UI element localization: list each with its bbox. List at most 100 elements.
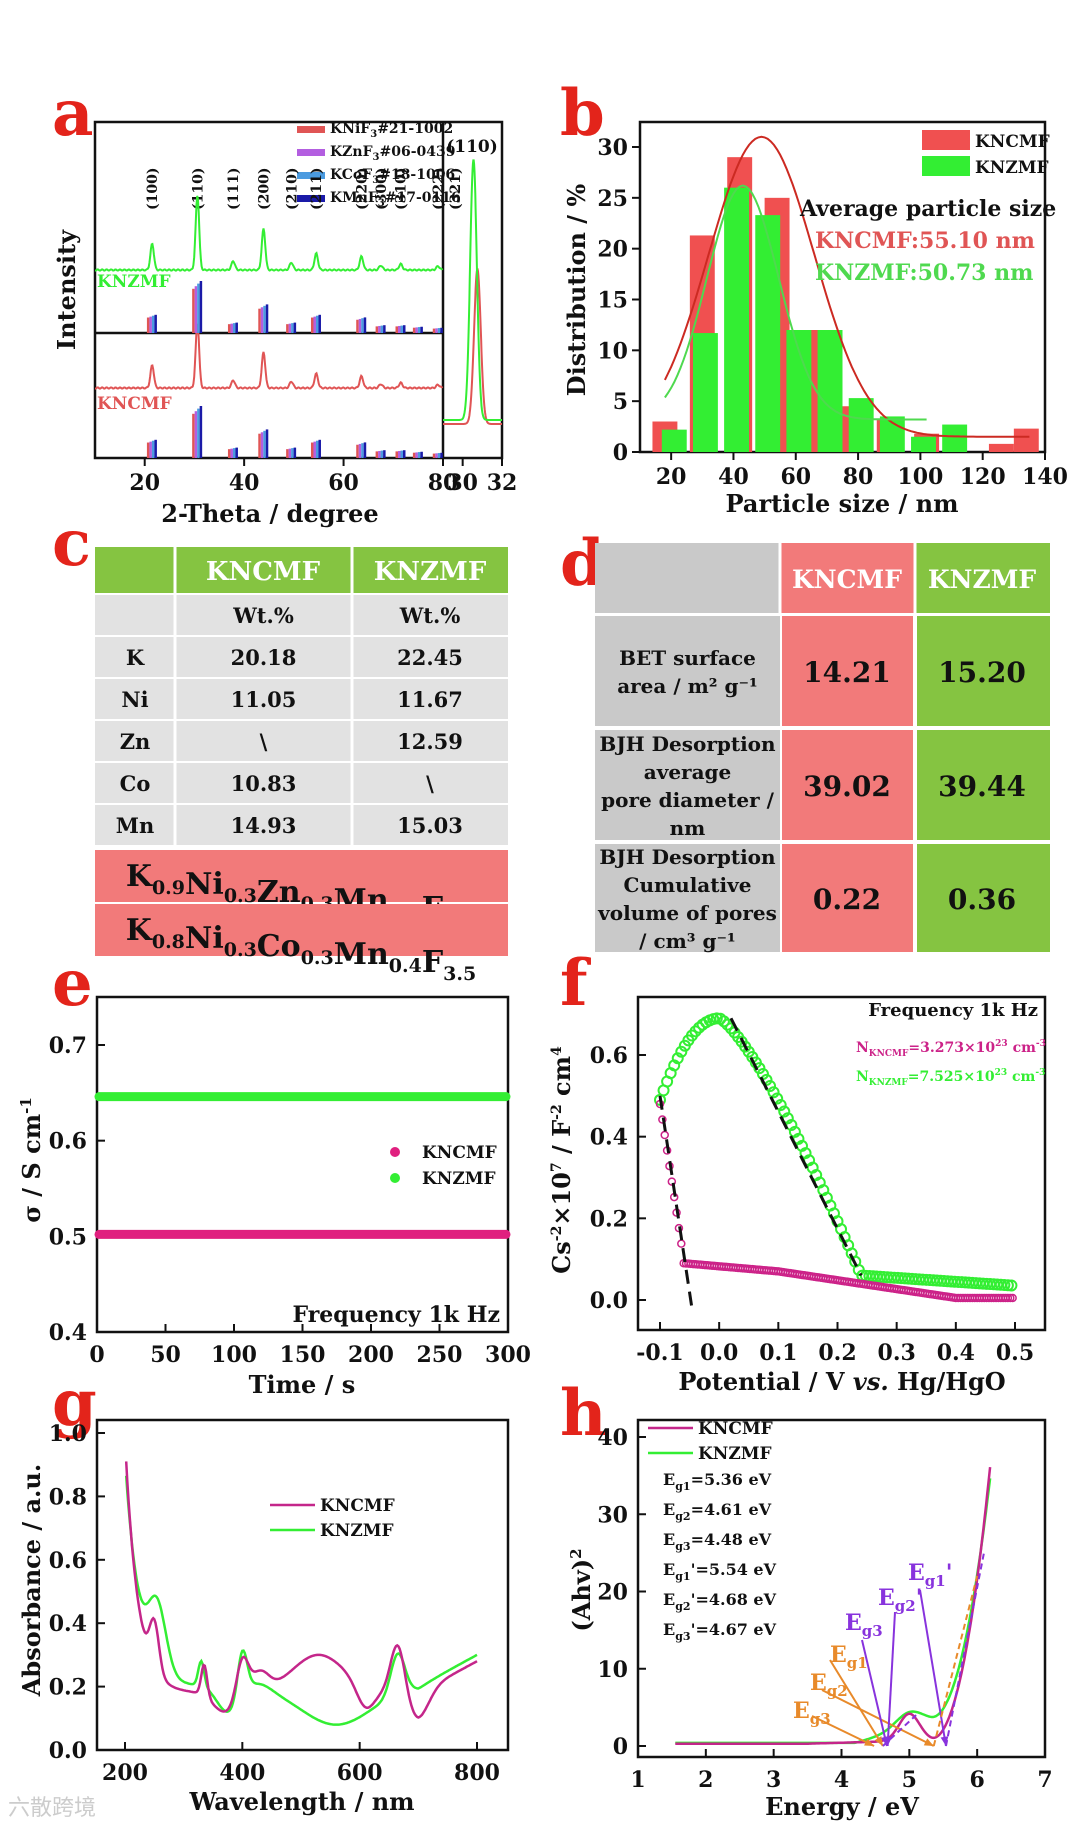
row-kncmf-bg [782,616,913,726]
row-label-bg [595,616,780,726]
violet-bandgap-label: Eg1' [908,1560,952,1590]
bg-e: E [663,1470,675,1489]
kncmf-bar [988,443,1014,452]
x-label-main: Potential / V [678,1367,853,1396]
x-tick-label: 40 [718,464,749,490]
bandgap-arrow [861,1639,888,1747]
y-tick-label: 15 [597,288,628,314]
knzmf-bar [692,333,718,452]
bg-val: =4.61 eV [691,1500,772,1519]
x-tick-label: 60 [780,464,811,490]
x-tick-label: 600 [337,1760,383,1786]
bg-sub: g2 [675,1510,690,1523]
hkl-label: (310) [394,168,410,210]
formula-kncmf-bg [95,904,508,956]
row-bg [95,805,508,845]
x-label-vs: vs. [853,1367,889,1396]
bandgap-value: Eg1'=5.54 eV [663,1560,777,1583]
kncmf-point [660,1130,669,1140]
knzmf-point [668,1059,681,1072]
x-tick-label: 0.0 [700,1340,738,1366]
header-kncmf: KNCMF [792,565,902,594]
legend-swatch [297,195,325,202]
cd-exp: 23 [995,1068,1008,1078]
legend-subscript: 3 [373,152,380,163]
x-axis-label: Particle size / nm [725,489,958,518]
knzmf-pattern-line [94,195,444,272]
y-tick-label: 0 [613,440,628,466]
avg-knzmf: KNZMF:50.73 nm [815,260,1033,286]
hkl-label: (220) [354,168,370,210]
knzmf-label: KNZMF [97,272,171,292]
legend-code: #17-0116 [385,190,461,206]
al-sub: g1 [847,1654,868,1672]
bandgap-arrowhead [923,1738,934,1746]
row-label-bg [595,844,780,952]
kncmf-line [124,1461,478,1719]
value-kncmf: 39.02 [803,770,891,803]
panel-f-label: f [560,946,591,1021]
cd-sub: KNCMF [869,1049,909,1059]
kncmf-point [667,1177,677,1186]
panel-b-label: b [560,76,605,151]
y-tick-label: 0.8 [49,1484,87,1510]
kncmf-bar [1013,428,1039,452]
y-tick-label: 0.5 [49,1224,87,1250]
value-knzmf: 15.20 [938,656,1026,689]
row-kncmf-bg [782,730,913,840]
header-knzmf: KNZMF [374,557,487,587]
legend-marker [390,1147,400,1157]
cd-unit: cm [1008,1040,1036,1056]
formula-subscript: 0.3 [224,885,257,907]
panel-b-histogram: 20 40 60 80 100 120 140 0 5 10 15 20 25 30 Particle si… [562,120,1068,518]
y-label-main: σ / S cm [17,1114,46,1223]
legend-subscript: 3 [378,198,385,209]
carrier-density-label: NKNCMF=3.273×1023 cm-3 [856,1039,1046,1059]
header-kncmf: KNCMF [206,557,321,587]
row-label-line: nm [670,816,706,840]
legend-label: KNCMF [975,132,1050,152]
legend-subscript: 3 [372,175,379,186]
al-e: E [793,1698,810,1724]
row-bg [95,763,508,803]
legend-label: KNZMF [698,1444,772,1464]
formula-subscript: 3.5 [443,963,476,985]
hkl-label: (210) [284,168,300,210]
x-axis-label: Time / s [249,1370,356,1399]
hkl-label: (222) [431,168,447,210]
bg-sub: g3 [675,1540,690,1553]
violet-bandgap-label: Eg2' [878,1585,922,1615]
bg-sub: g2 [675,1600,690,1613]
x-tick-label: 40 [229,470,260,496]
formula-subscript: 0.3 [224,939,257,961]
hkl-label: (100) [145,168,161,210]
y-tick-label: 25 [597,186,628,212]
y-tick-label: 0.6 [49,1548,87,1574]
row-label-line: volume of pores [597,901,777,925]
kncmf-fit-line [658,1095,695,1313]
x-tick-label: 7 [1037,1767,1052,1793]
knzmf-bar [724,187,750,452]
y-tick-label: 30 [597,135,628,161]
bandgap-arrow [886,1611,896,1747]
cd-symbol: N [856,1040,869,1056]
legend-swatch [922,130,970,150]
subheader-cell: Wt.% [232,603,294,628]
bg-val: '=4.68 eV [691,1590,777,1609]
y-tick-label: 5 [613,389,628,415]
inset-x-tick-label: 30 [447,470,478,496]
row-kncmf-bg [782,844,913,952]
y-tick-label: 0.4 [590,1125,628,1151]
x-tick-label: 0.4 [937,1340,975,1366]
x-tick-label: 50 [150,1342,181,1368]
tangent-line [882,1714,917,1747]
knzmf-point [717,1015,730,1028]
legend-code: #18-1006 [379,167,455,183]
table-cell: Ni [121,687,148,712]
y-axis-label: Intensity [52,229,81,350]
x-axis-label: Potential / V vs. Hg/HgO [678,1367,1005,1396]
y-tick-label: 0.0 [590,1288,628,1314]
bg-e: E [663,1560,675,1579]
tangent-line [944,1552,985,1747]
y-label-sup: 2 [567,1548,585,1558]
